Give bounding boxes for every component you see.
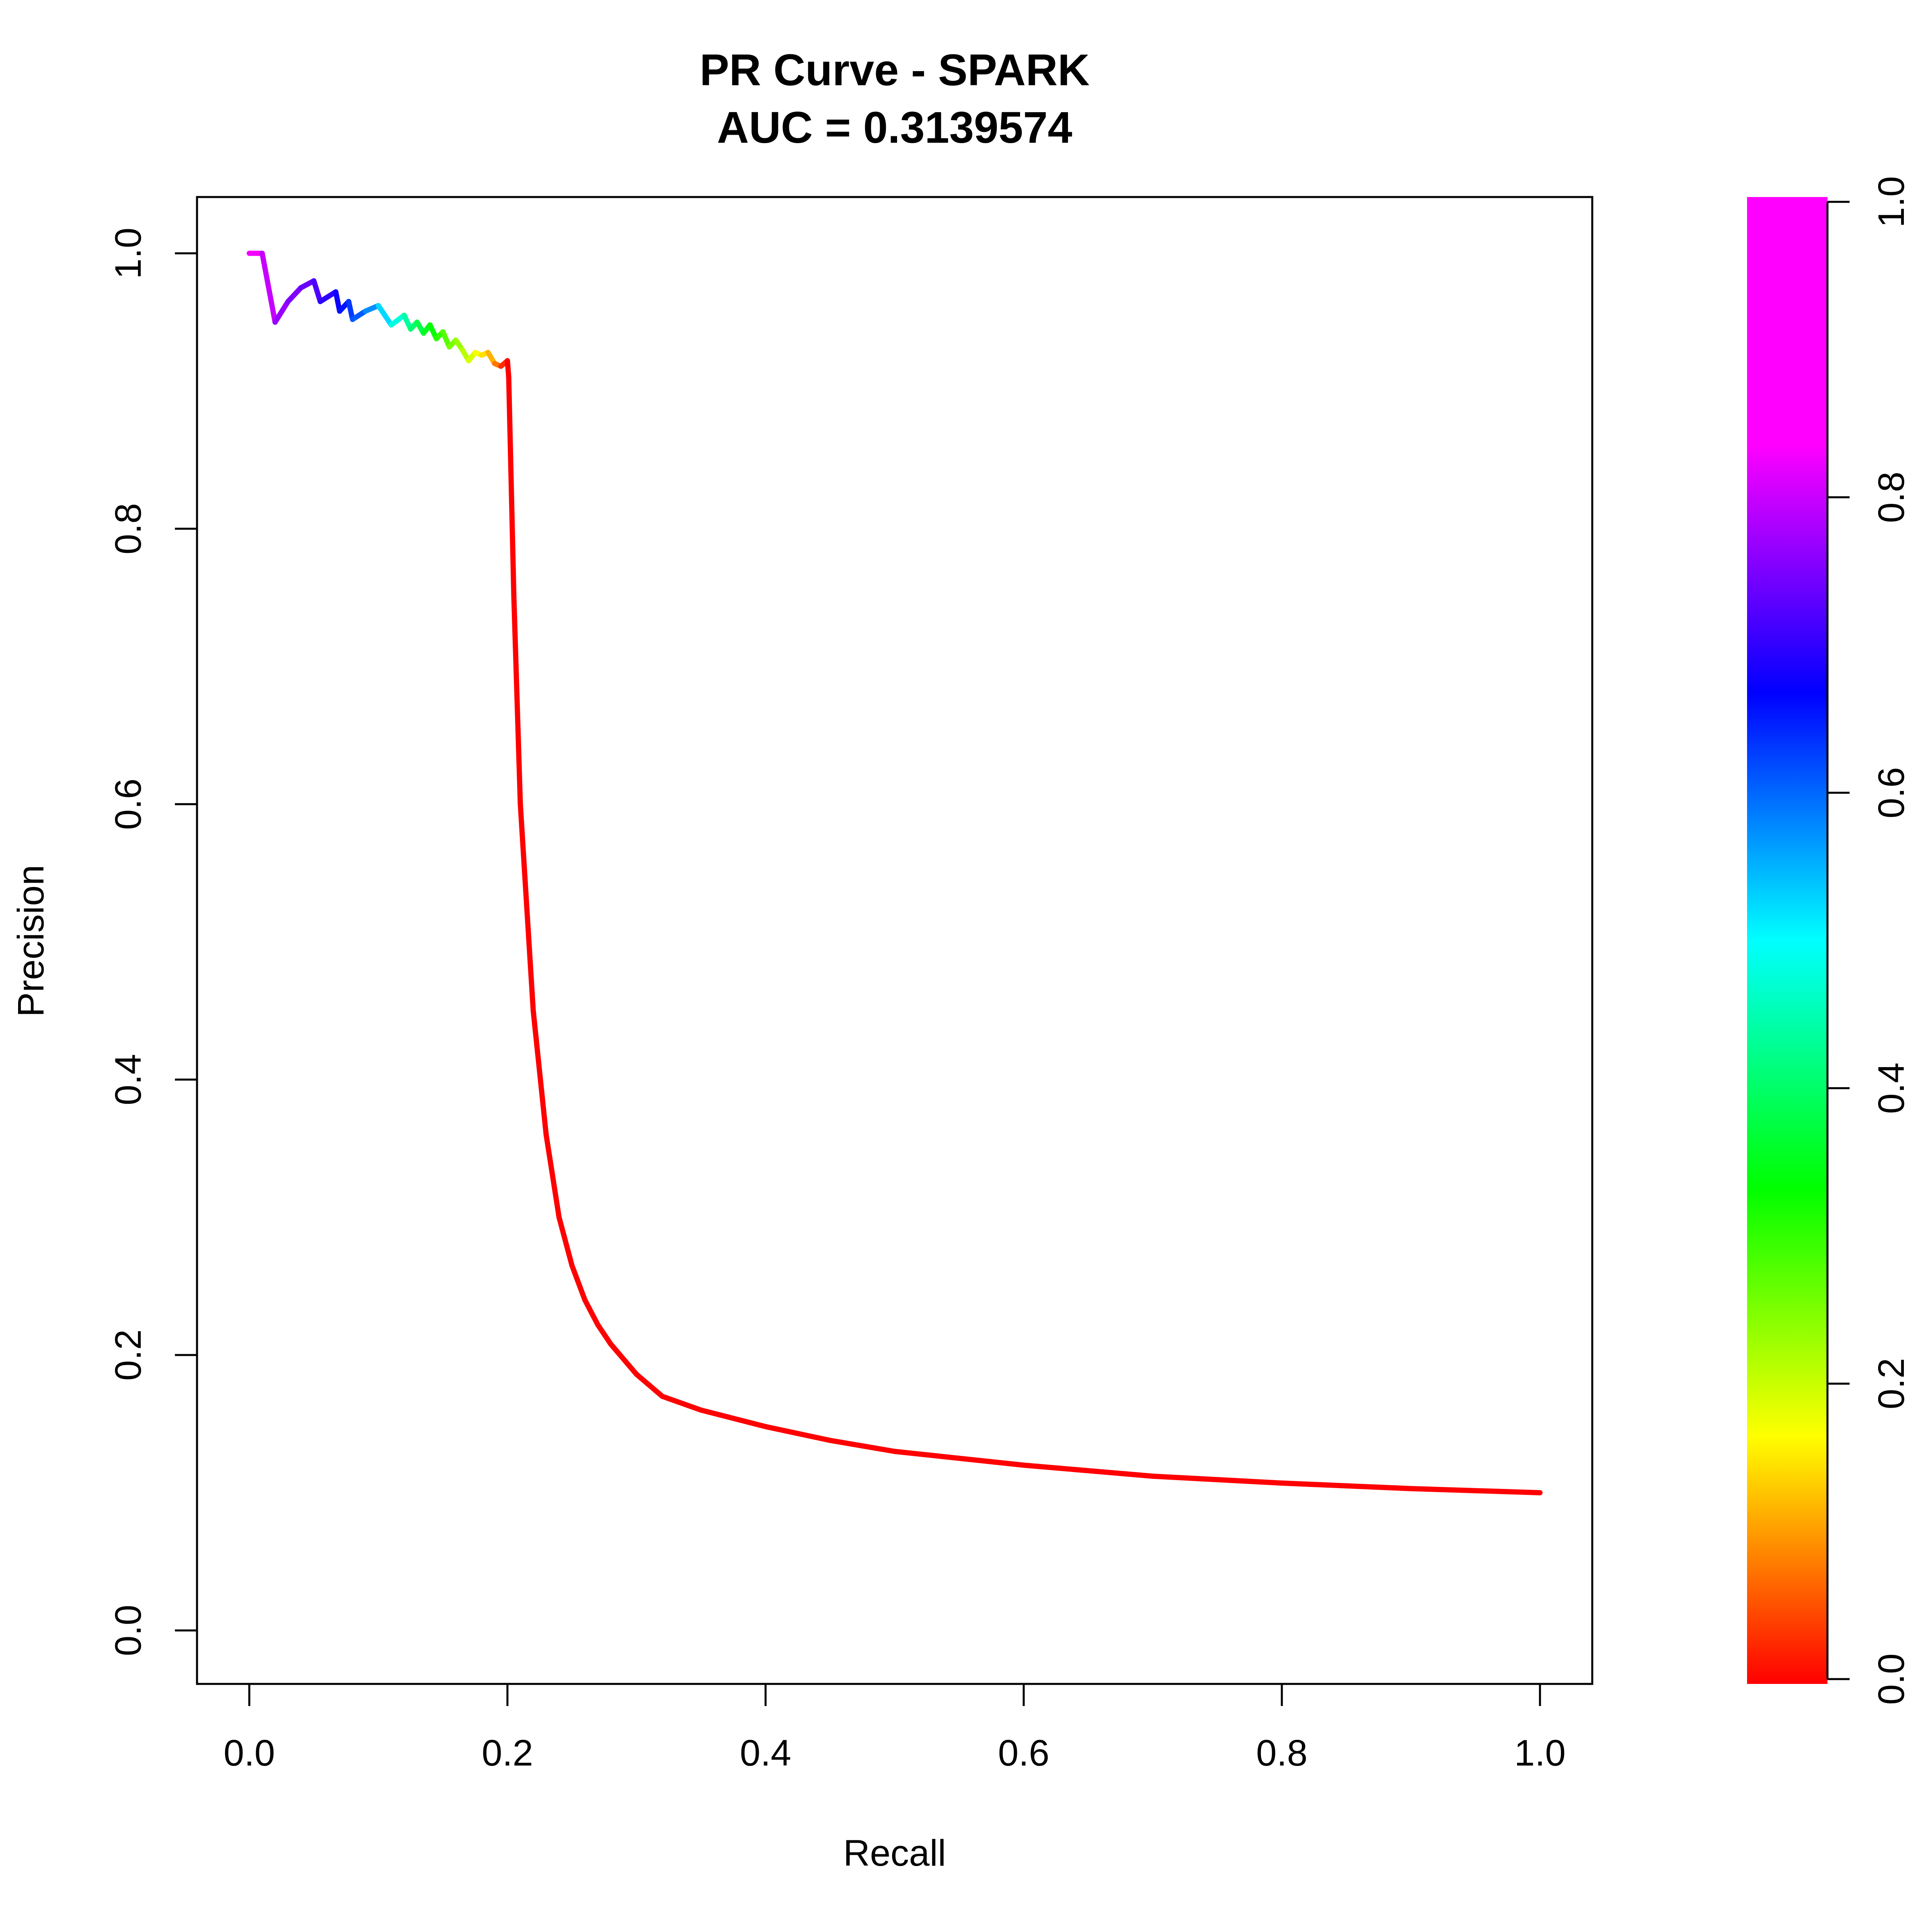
curve-segment (763, 1424, 833, 1443)
colorbar-tick-label: 0.2 (1871, 1358, 1912, 1409)
curve-segment (517, 801, 536, 1014)
x-tick-label: 0.0 (224, 1733, 275, 1774)
curve-segment (892, 1449, 1027, 1468)
y-tick-label: 0.8 (108, 503, 149, 554)
curve-segment (608, 1341, 639, 1377)
curve-segment (318, 289, 339, 304)
curve-segment (511, 595, 523, 807)
curve-segment (698, 1407, 768, 1429)
x-tick-label: 0.8 (1256, 1733, 1308, 1774)
curve-segment (388, 312, 407, 328)
chart-title: PR Curve - SPARK (700, 45, 1090, 95)
x-tick-label: 0.2 (482, 1733, 533, 1774)
y-tick-label: 0.0 (108, 1605, 149, 1656)
pr-curve-line (246, 250, 1543, 1495)
colorbar-axis: 0.0 0.2 0.4 0.6 0.8 1.0 (1826, 176, 1912, 1705)
colorbar-tick-label: 0.0 (1871, 1653, 1912, 1705)
curve-segment (505, 358, 511, 380)
curve-segment (543, 1132, 562, 1220)
y-tick-label: 0.4 (108, 1054, 149, 1105)
x-axis: 0.0 0.2 0.4 0.6 0.8 1.0 (224, 1683, 1566, 1774)
curve-segment (506, 374, 517, 600)
curve-segment (659, 1394, 704, 1413)
y-tick-label: 1.0 (108, 228, 149, 279)
x-tick-label: 0.6 (998, 1733, 1049, 1774)
x-axis-title: Recall (843, 1833, 946, 1874)
curve-segment (285, 285, 304, 304)
curve-segment (346, 299, 355, 322)
curve-segment (1021, 1462, 1156, 1479)
curve-segment (1279, 1480, 1414, 1491)
curve-segment (827, 1437, 897, 1454)
y-tick-label: 0.6 (108, 778, 149, 830)
colorbar-tick-label: 0.6 (1871, 767, 1912, 819)
colorbar-gradient (1747, 197, 1827, 1684)
curve-segment (333, 289, 343, 314)
curve-segment (595, 1322, 614, 1347)
x-tick-label: 1.0 (1514, 1733, 1566, 1774)
curve-segment (634, 1371, 665, 1399)
chart-subtitle: AUC = 0.3139574 (717, 103, 1072, 152)
colorbar-tick-label: 1.0 (1871, 176, 1912, 228)
colorbar-tick-label: 0.8 (1871, 472, 1912, 523)
curve-segment (556, 1215, 575, 1268)
colorbar: 0.0 0.2 0.4 0.6 0.8 1.0 (1747, 176, 1912, 1705)
plot-frame (196, 196, 1593, 1685)
y-axis: 0.0 0.2 0.4 0.6 0.8 1.0 (108, 228, 198, 1656)
curve-segment (582, 1297, 601, 1328)
curve-segment (376, 303, 394, 328)
y-axis-title: Precision (10, 865, 51, 1017)
curve-segment (1408, 1486, 1543, 1495)
curve-segment (272, 299, 291, 325)
curve-segment (259, 250, 278, 325)
curve-segment (569, 1263, 588, 1303)
x-tick-label: 0.4 (740, 1733, 791, 1774)
curve-segment (311, 278, 323, 304)
curve-segment (530, 1008, 549, 1137)
colorbar-tick-label: 0.4 (1871, 1062, 1912, 1114)
y-tick-label: 0.2 (108, 1329, 149, 1381)
curve-segment (1150, 1473, 1285, 1486)
